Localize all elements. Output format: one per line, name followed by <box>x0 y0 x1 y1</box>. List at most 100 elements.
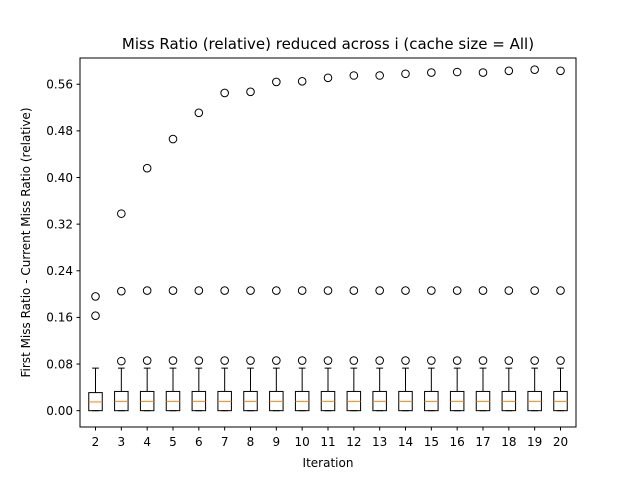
outlier-point <box>246 356 255 365</box>
outlier-point <box>375 356 384 365</box>
x-tick-label: 5 <box>169 435 177 449</box>
outlier-point <box>504 286 514 295</box>
outlier-point <box>91 311 100 320</box>
outlier-point <box>401 69 410 79</box>
outlier-point <box>272 356 281 365</box>
outlier-point <box>168 356 178 365</box>
x-tick-label: 4 <box>143 435 151 449</box>
outlier-point <box>194 286 204 295</box>
x-axis: 2 3 4 5 6 7 8 9 10 11 12 13 14 15 16 17 18 19 20 <box>92 427 568 449</box>
outlier-point <box>556 356 565 365</box>
outlier-point <box>272 77 281 87</box>
outlier-point <box>452 356 462 365</box>
outlier-point <box>478 68 488 77</box>
outlier-point <box>349 356 359 365</box>
outlier-point <box>401 356 410 365</box>
outlier-point <box>349 286 359 295</box>
outlier-point <box>375 286 384 295</box>
y-tick-label: 0.48 <box>46 124 73 138</box>
y-tick-label: 0.32 <box>46 217 73 231</box>
y-axis: 0.00 0.08 0.16 0.24 0.32 0.40 0.48 0.56 <box>46 78 80 418</box>
outlier-point <box>142 163 152 173</box>
outlier-point <box>194 108 204 118</box>
x-tick-label: 8 <box>247 435 255 449</box>
outlier-point <box>401 286 410 295</box>
outlier-point <box>556 66 565 76</box>
outlier-point <box>478 286 488 295</box>
y-tick-label: 0.40 <box>46 171 73 185</box>
outlier-point <box>323 286 333 295</box>
outlier-point <box>323 73 333 83</box>
outlier-point <box>297 356 307 365</box>
x-tick-label: 6 <box>195 435 203 449</box>
box-plot-item <box>217 88 232 412</box>
outlier-point <box>375 71 384 80</box>
y-tick-label: 0.24 <box>46 264 73 278</box>
x-tick-label: 11 <box>320 435 335 449</box>
outlier-point <box>478 356 488 365</box>
x-tick-label: 15 <box>424 435 439 449</box>
outlier-point <box>530 356 539 365</box>
outlier-point <box>504 356 514 365</box>
outlier-point <box>297 286 307 295</box>
x-axis-title: Iteration <box>303 456 354 470</box>
box-plot-item <box>165 134 181 412</box>
y-tick-label: 0.08 <box>46 357 73 371</box>
box-plot-item <box>449 67 465 412</box>
outlier-point <box>142 286 152 295</box>
box-plot-item <box>346 71 362 412</box>
outlier-point <box>194 356 204 365</box>
box-plot-item <box>88 292 103 412</box>
box-plot-item <box>139 163 155 412</box>
outlier-point <box>220 286 229 295</box>
outlier-point <box>349 71 359 80</box>
x-tick-label: 14 <box>398 435 413 449</box>
box-plot-item <box>398 69 413 412</box>
box-plot-item <box>294 77 310 412</box>
outlier-point <box>168 286 178 295</box>
outlier-point <box>168 134 178 144</box>
x-tick-label: 16 <box>450 435 465 449</box>
outlier-point <box>246 87 255 97</box>
box-plot-item <box>553 66 568 412</box>
x-tick-label: 10 <box>295 435 310 449</box>
outlier-point <box>427 286 436 295</box>
box-plot-item <box>527 65 542 412</box>
outlier-point <box>427 356 436 365</box>
x-tick-label: 2 <box>92 435 100 449</box>
x-tick-label: 20 <box>553 435 568 449</box>
x-tick-label: 18 <box>501 435 516 449</box>
box-plot-item <box>243 87 258 412</box>
box-plot-item <box>501 66 517 412</box>
outlier-point <box>117 356 126 366</box>
x-tick-label: 19 <box>527 435 542 449</box>
outlier-point <box>504 66 514 76</box>
outlier-point <box>272 286 281 295</box>
outlier-point <box>452 286 462 295</box>
box-plot-item <box>372 71 387 412</box>
y-tick-label: 0.00 <box>46 404 73 418</box>
outlier-point <box>530 286 539 295</box>
box-plot-item <box>114 209 129 412</box>
outlier-point <box>297 77 307 86</box>
x-tick-label: 12 <box>346 435 361 449</box>
outlier-point <box>452 67 462 77</box>
outlier-point <box>117 286 126 296</box>
x-tick-label: 7 <box>221 435 229 449</box>
outlier-point <box>91 292 100 301</box>
outlier-point <box>220 88 229 98</box>
outlier-point <box>220 356 229 365</box>
box-plot-item <box>424 68 439 412</box>
x-tick-label: 17 <box>475 435 490 449</box>
box-plot-item <box>320 73 336 412</box>
box-plot-item <box>475 68 491 412</box>
x-tick-label: 13 <box>372 435 387 449</box>
outlier-point <box>142 356 152 365</box>
box-plot-item <box>191 108 207 412</box>
outlier-point <box>530 65 539 74</box>
x-tick-label: 3 <box>118 435 126 449</box>
y-axis-title: First Miss Ratio - Current Miss Ratio (r… <box>19 108 33 378</box>
chart-title: Miss Ratio (relative) reduced across i (… <box>122 35 534 53</box>
